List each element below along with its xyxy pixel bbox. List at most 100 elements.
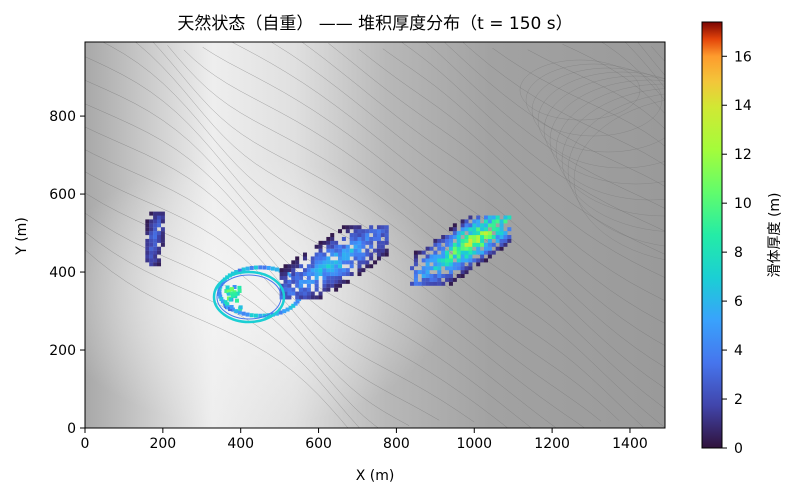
deposit-cell	[238, 305, 243, 310]
deposit-cell	[460, 227, 465, 232]
deposit-cell	[429, 254, 434, 259]
deposit-cell	[326, 260, 331, 265]
deposit-cell	[149, 231, 154, 236]
deposit-cell	[460, 246, 465, 251]
deposit-cell	[314, 264, 319, 269]
deposit-cell	[338, 248, 343, 253]
deposit-cell	[314, 244, 319, 249]
deposit-cell	[326, 272, 331, 277]
deposit-cell	[468, 227, 473, 232]
deposit-cell	[283, 295, 288, 300]
deposit-cell	[425, 273, 430, 278]
deposit-cell	[491, 223, 496, 228]
deposit-cell	[157, 238, 162, 243]
deposit-cell	[468, 231, 473, 236]
deposit-cell	[145, 246, 150, 251]
deposit-cell	[468, 246, 473, 251]
deposit-cell	[464, 242, 469, 247]
deposit-cell	[291, 279, 296, 284]
deposit-cell	[235, 291, 240, 296]
deposit-cell	[369, 264, 374, 269]
deposit-cell	[437, 277, 442, 282]
plot-area	[85, 42, 665, 428]
deposit-cell	[234, 270, 239, 275]
deposit-cell	[338, 272, 343, 277]
deposit-cell	[149, 238, 154, 243]
deposit-cell	[413, 270, 418, 275]
deposit-cell	[357, 272, 362, 277]
deposit-cell	[299, 264, 304, 269]
deposit-cell	[353, 248, 358, 253]
deposit-cell	[345, 248, 350, 253]
deposit-cell	[229, 287, 234, 292]
deposit-cell	[441, 273, 446, 278]
y-tick-label: 0	[67, 421, 76, 437]
deposit-cell	[334, 260, 339, 265]
deposit-cell	[217, 289, 222, 294]
deposit-cell	[217, 292, 222, 297]
deposit-cell	[464, 227, 469, 232]
deposit-cell	[410, 266, 415, 271]
deposit-cell	[330, 279, 335, 284]
deposit-cell	[349, 225, 354, 230]
deposit-cell	[476, 223, 481, 228]
deposit-cell	[472, 250, 477, 255]
deposit-cell	[441, 262, 446, 267]
deposit-cell	[417, 250, 422, 255]
deposit-cell	[376, 240, 381, 245]
deposit-cell	[491, 219, 496, 224]
deposit-cell	[437, 258, 442, 263]
deposit-cell	[491, 242, 496, 247]
deposit-cell	[460, 270, 465, 275]
deposit-cell	[283, 279, 288, 284]
deposit-cell	[229, 291, 234, 296]
deposit-cell	[483, 231, 488, 236]
deposit-cell	[157, 250, 162, 255]
deposit-cell	[249, 313, 254, 318]
deposit-cell	[487, 215, 492, 220]
deposit-cell	[495, 246, 500, 251]
contour-line	[85, 56, 585, 428]
deposit-cell	[468, 266, 473, 271]
deposit-cell	[310, 279, 315, 284]
contour-line	[562, 43, 665, 115]
deposit-cell	[279, 275, 284, 280]
deposit-cell	[330, 252, 335, 257]
deposit-cell	[491, 227, 496, 232]
deposit-cell	[295, 299, 300, 304]
deposit-cell	[326, 244, 331, 249]
deposit-cell	[472, 227, 477, 232]
contour-line	[543, 75, 665, 185]
deposit-cell	[341, 256, 346, 261]
deposit-cell	[456, 258, 461, 263]
deposit-cell	[452, 235, 457, 239]
deposit-cell	[456, 250, 461, 255]
deposit-cell	[157, 231, 162, 236]
deposit-cell	[295, 275, 300, 280]
contour-line	[525, 63, 663, 137]
deposit-cell	[299, 279, 304, 284]
deposit-cell	[341, 272, 346, 277]
deposit-cell	[334, 248, 339, 253]
deposit-cell	[334, 283, 339, 288]
deposit-cell	[421, 266, 426, 271]
deposit-cell	[413, 277, 418, 282]
deposit-cell	[441, 238, 446, 243]
deposit-cell	[338, 279, 343, 284]
deposit-cell	[448, 262, 453, 267]
deposit-cell	[157, 246, 162, 251]
deposit-cell	[237, 285, 242, 290]
deposit-cell	[318, 248, 323, 253]
contour-line	[425, 42, 665, 209]
deposit-cell	[157, 211, 162, 216]
deposit-cell	[357, 233, 362, 238]
deposit-cell	[472, 242, 477, 247]
chart-title: 天然状态（自重） —— 堆积厚度分布（t = 150 s）	[177, 14, 572, 34]
contour-line	[85, 79, 557, 428]
deposit-cell	[460, 250, 465, 255]
deposit-cell	[495, 227, 500, 232]
deposit-cell	[380, 225, 385, 230]
colorbar-tick-label: 2	[734, 392, 743, 408]
deposit-cell	[230, 307, 235, 312]
deposit-cell	[306, 291, 311, 296]
